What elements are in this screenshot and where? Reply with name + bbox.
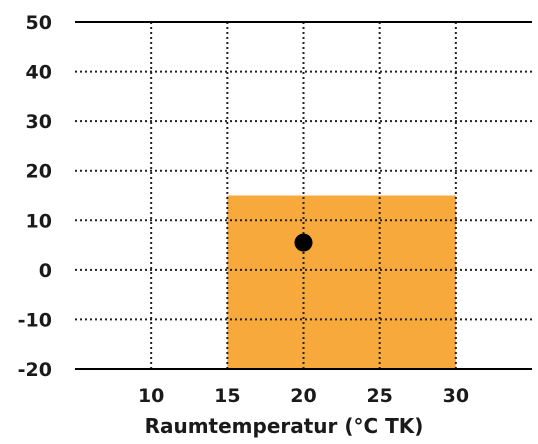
y-tick-label: 20 bbox=[26, 161, 52, 183]
x-tick-label: 30 bbox=[443, 385, 469, 407]
y-tick-label: 50 bbox=[26, 12, 52, 34]
y-tick-label: 30 bbox=[26, 111, 52, 133]
y-tick-label: -10 bbox=[18, 309, 52, 331]
x-tick-label: 25 bbox=[366, 385, 392, 407]
y-tick-label: 10 bbox=[26, 210, 52, 232]
y-tick-label: 40 bbox=[26, 62, 52, 84]
x-tick-label: 15 bbox=[214, 385, 240, 407]
x-tick-label: 10 bbox=[138, 385, 164, 407]
x-axis-title: Raumtemperatur (°C TK) bbox=[145, 414, 424, 438]
data-point bbox=[294, 233, 313, 252]
y-tick-label: -20 bbox=[18, 359, 52, 381]
y-tick-label: 0 bbox=[39, 260, 52, 282]
comfort-region bbox=[227, 195, 456, 369]
x-tick-label: 20 bbox=[290, 385, 316, 407]
